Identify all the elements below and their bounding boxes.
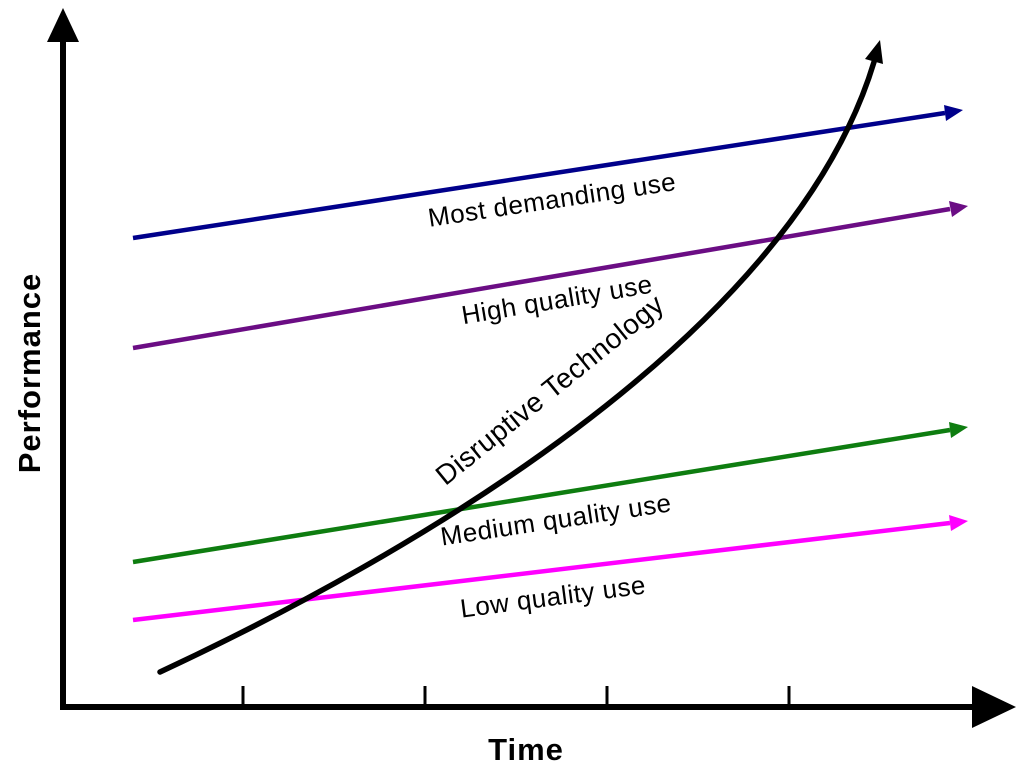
disruptive-technology-arrowhead-icon: [865, 40, 883, 64]
low-quality-line: [132, 520, 951, 623]
y-axis-arrowhead-icon: [47, 8, 79, 42]
y-axis-label: Performance: [12, 272, 47, 474]
x-axis-label: Time: [488, 732, 564, 767]
most-demanding-arrowhead-icon: [944, 105, 963, 121]
most-demanding-line: [132, 110, 946, 241]
high-quality-arrowhead-icon: [949, 201, 968, 217]
high-quality-line: [132, 206, 951, 351]
x-axis-arrowhead-icon: [972, 686, 1016, 728]
low-quality-arrowhead-icon: [949, 515, 968, 531]
medium-quality-line: [132, 427, 951, 565]
medium-quality-arrowhead-icon: [949, 422, 968, 438]
disruptive-technology-curve: [157, 59, 877, 675]
